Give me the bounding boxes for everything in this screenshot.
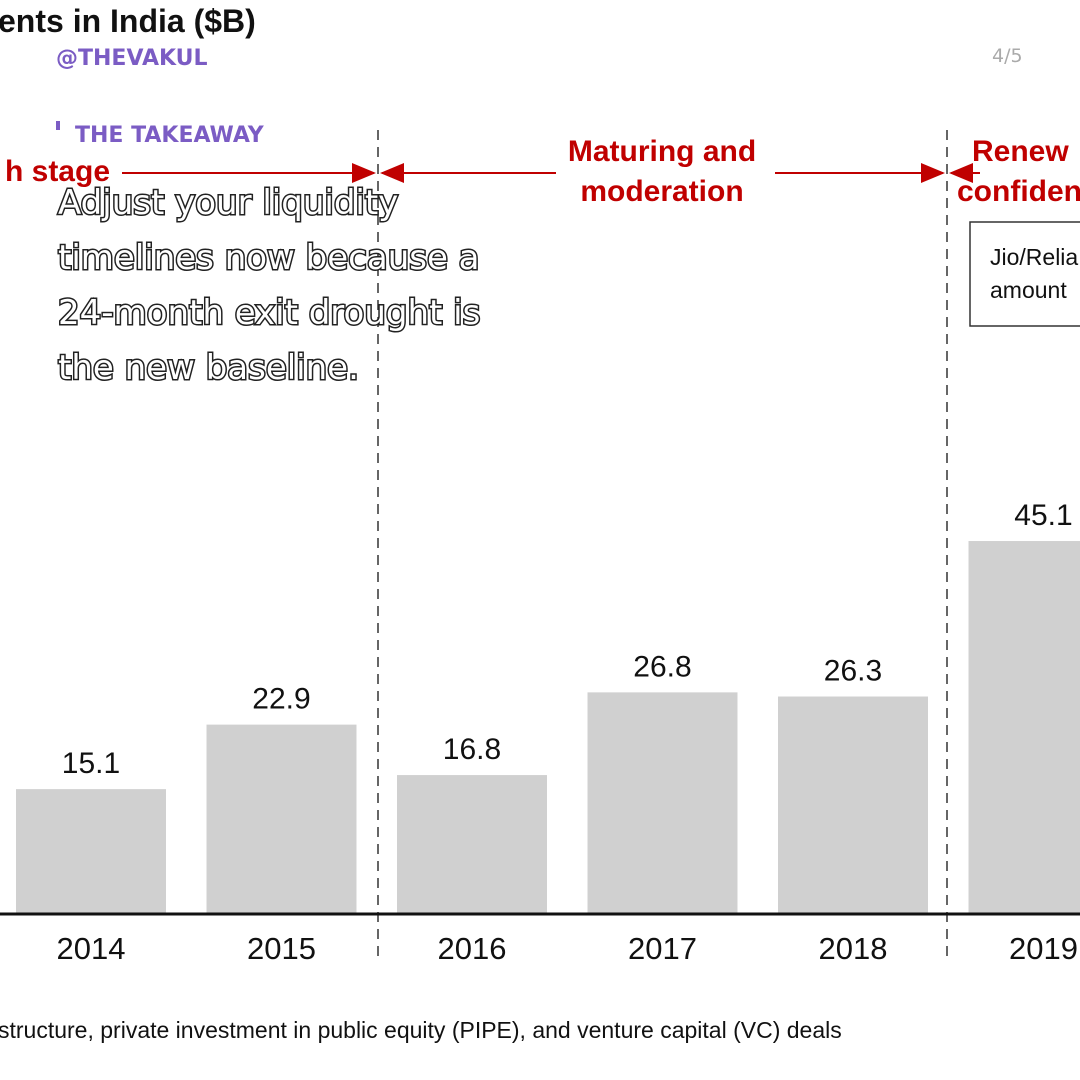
bar [587,692,738,914]
bar [206,724,357,914]
value-label: 26.8 [633,650,691,683]
annotation-text: Jio/Relia [990,244,1078,270]
value-label: 26.3 [824,654,882,687]
x-tick-label: 2019 [1009,931,1078,966]
annotation-box [969,221,1080,327]
x-tick-label: 2014 [57,931,126,966]
value-label: 16.8 [443,733,501,766]
annotation-text: amount [990,277,1067,303]
takeaway-line: 24-month exit drought is [58,293,480,333]
takeaway-line: timelines now because a [58,238,480,278]
page-indicator: 4/5 [992,45,1023,67]
bar [16,789,166,914]
x-tick-label: 2017 [628,931,697,966]
accent-mark [56,121,60,130]
takeaway-line: the new baseline. [58,348,359,388]
x-tick-label: 2018 [819,931,888,966]
value-label: 15.1 [62,747,120,780]
phase-label: Maturing and [568,135,756,168]
phase-label: confiden [957,175,1080,208]
x-tick-label: 2015 [247,931,316,966]
takeaway-heading: THE TAKEAWAY [75,123,265,148]
bar [397,775,547,914]
handle: @THEVAKUL [56,46,208,71]
bar [778,696,928,914]
x-tick-label: 2016 [438,931,507,966]
value-label: 45.1 [1014,499,1072,532]
phase-label: Renew [972,135,1069,168]
chart-title: ents in India ($B) [0,3,256,39]
value-label: 22.9 [252,683,310,716]
phase-label: moderation [580,175,743,208]
takeaway-line: Adjust your liquidity [58,183,398,223]
footnote: structure, private investment in public … [0,1017,842,1043]
phase-label: h stage [5,155,110,188]
bar [968,541,1080,914]
